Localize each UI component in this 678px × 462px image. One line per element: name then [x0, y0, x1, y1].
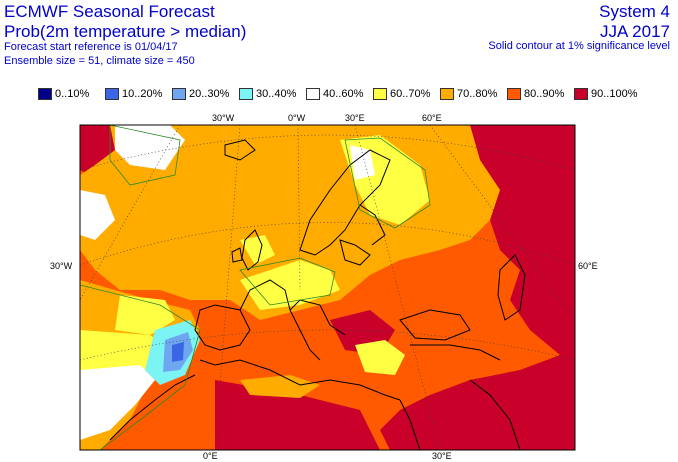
lat-label-left: 30°W: [50, 261, 73, 271]
legend-label: 10..20%: [122, 88, 163, 100]
legend-item: 0..10%: [38, 88, 105, 100]
legend-item: 70..80%: [440, 88, 507, 100]
legend-swatch: [306, 88, 320, 100]
legend-swatch: [373, 88, 387, 100]
legend-item: 30..40%: [239, 88, 306, 100]
lon-label-bottom: 0°E: [203, 451, 218, 461]
lon-label-top: 30°E: [345, 113, 365, 123]
coastlines: [109, 139, 526, 450]
legend-label: 30..40%: [256, 88, 297, 100]
legend-item: 20..30%: [172, 88, 239, 100]
field-40-60-sw: [80, 365, 155, 440]
legend-swatch: [440, 88, 454, 100]
lon-label-top: 0°W: [288, 113, 306, 123]
legend-item: 60..70%: [373, 88, 440, 100]
field-40-60-west: [80, 190, 115, 240]
ensemble-size: Ensemble size = 51, climate size = 450: [4, 55, 195, 67]
lat-label-right: 60°E: [578, 261, 598, 271]
legend-label: 0..10%: [55, 88, 90, 100]
legend-swatch: [105, 88, 119, 100]
field-10-20: [172, 342, 184, 362]
legend-label: 80..90%: [524, 88, 565, 100]
legend-item: 90..100%: [574, 88, 641, 100]
legend-swatch: [239, 88, 253, 100]
legend-label: 60..70%: [390, 88, 431, 100]
lon-label-top: 30°W: [212, 113, 235, 123]
lon-label-top: 60°E: [422, 113, 442, 123]
chart-title: ECMWF Seasonal Forecast: [4, 2, 215, 21]
legend-swatch: [172, 88, 186, 100]
legend-item: 40..60%: [306, 88, 373, 100]
season-label: JJA 2017: [600, 22, 670, 41]
significance-note: Solid contour at 1% significance level: [488, 40, 670, 52]
field-40-60-scandinavia: [350, 145, 375, 180]
field-60-70-sw: [80, 330, 165, 380]
graticule: [80, 125, 575, 450]
legend-swatch: [574, 88, 588, 100]
field-60-70-britain: [240, 235, 275, 265]
lon-label-bottom: 30°E: [432, 451, 452, 461]
field-40-60-north: [115, 125, 185, 170]
field-90-100-south: [215, 380, 380, 450]
field-90-100-east: [380, 125, 575, 450]
field-60-70-greece: [355, 340, 405, 375]
significance-contours: [80, 125, 431, 450]
legend-label: 90..100%: [591, 88, 638, 100]
legend-label: 70..80%: [457, 88, 498, 100]
legend-swatch: [507, 88, 521, 100]
chart-subtitle: Prob(2m temperature > median): [4, 22, 247, 41]
legend-label: 20..30%: [189, 88, 230, 100]
forecast-start-reference: Forecast start reference is 01/04/17: [4, 41, 178, 53]
legend-label: 40..60%: [323, 88, 364, 100]
legend: 0..10% 10..20% 20..30% 30..40% 40..60% 6…: [38, 88, 641, 100]
map-frame: [79, 124, 576, 451]
field-70-80-africa: [240, 375, 320, 398]
system-label: System 4: [599, 2, 670, 21]
legend-item: 80..90%: [507, 88, 574, 100]
legend-item: 10..20%: [105, 88, 172, 100]
legend-swatch: [38, 88, 52, 100]
probability-field: [80, 125, 575, 450]
